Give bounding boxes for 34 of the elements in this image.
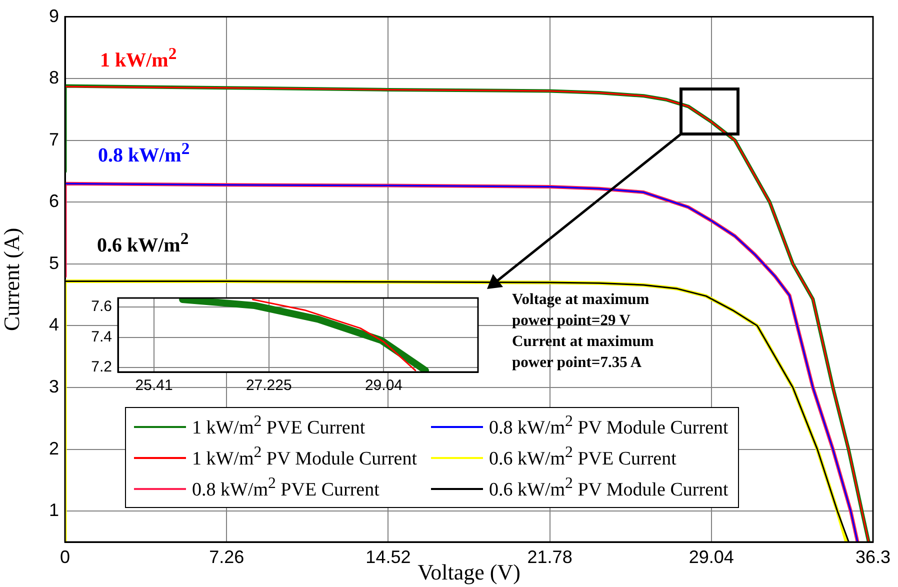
legend-label: 0.6 kW/m$^{2}$ PV Module Current xyxy=(489,475,728,502)
y-tick-label: 6 xyxy=(48,191,59,212)
x-tick-label: 25.41 xyxy=(135,377,173,394)
annotation: Current at maximum power point=7.35 A xyxy=(512,332,655,373)
y-tick-label: 4 xyxy=(48,314,59,335)
x-tick-label: 21.78 xyxy=(527,546,572,567)
annotation: 1 kW/m$^{2}$ xyxy=(100,44,177,73)
legend-label: 0.8 kW/m$^{2}$ PVE Current xyxy=(192,475,380,502)
y-tick-label: 3 xyxy=(48,376,59,396)
x-tick-label: 7.26 xyxy=(209,546,244,567)
y-tick-label: 1 xyxy=(48,500,59,520)
y-tick-label: 7 xyxy=(48,129,59,150)
x-tick-label: 27.225 xyxy=(246,377,292,394)
y-tick-label: 9 xyxy=(48,6,59,26)
legend-label: 0.6 kW/m$^{2}$ PVE Current xyxy=(489,444,676,471)
x-tick-label: 0 xyxy=(60,546,70,567)
y-tick-label: 7.6 xyxy=(91,298,112,316)
legend-label: 1 kW/m$^{2}$ PVE Current xyxy=(192,413,366,440)
y-tick-label: 2 xyxy=(48,438,59,458)
x-tick-label: 14.52 xyxy=(366,546,411,567)
legend-label: 1 kW/m$^{2}$ PV Module Current xyxy=(192,444,418,471)
x-axis-title: Voltage (V) xyxy=(418,560,520,585)
y-axis-title: Current (A) xyxy=(0,228,24,332)
legend-label: 0.8 kW/m$^{2}$ PV Module Current xyxy=(489,413,728,440)
x-tick-label: 29.04 xyxy=(688,546,734,567)
annotation: 0.8 kW/m$^{2}$ xyxy=(98,139,190,168)
y-tick-label: 5 xyxy=(48,252,59,273)
x-tick-label: 29.04 xyxy=(364,377,403,394)
y-tick-label: 7.2 xyxy=(91,358,112,376)
y-tick-label: 8 xyxy=(48,68,59,88)
annotation: 0.6 kW/m$^{2}$ xyxy=(97,229,189,258)
y-tick-label: 7.4 xyxy=(91,328,112,346)
annotation: Voltage at maximum power point=29 V xyxy=(512,290,650,331)
x-tick-label: 36.3 xyxy=(855,546,891,567)
